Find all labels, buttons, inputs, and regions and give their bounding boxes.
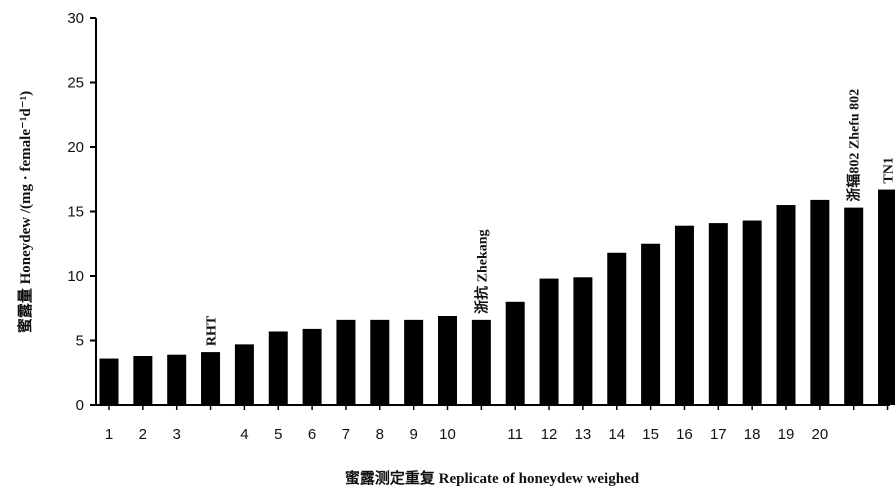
x-tick-label: 8 [376, 426, 384, 443]
y-tick-label: 5 [76, 333, 84, 350]
x-tick-label: 18 [744, 426, 761, 443]
y-tick-label: 10 [67, 268, 84, 285]
bar [133, 355, 153, 405]
x-tick-label: 7 [342, 426, 350, 443]
bar [674, 225, 694, 405]
bar [370, 319, 390, 405]
bar [844, 207, 864, 405]
bar [302, 328, 322, 405]
bar [234, 344, 254, 405]
bar [573, 277, 593, 405]
y-tick-label: 25 [67, 75, 84, 92]
bar [404, 319, 424, 405]
x-tick-label: 5 [274, 426, 282, 443]
bar-annotation: TN1 [882, 157, 895, 183]
bar-annotation: RHT [205, 315, 220, 346]
y-tick-label: 20 [67, 139, 84, 156]
bar [878, 189, 895, 405]
x-tick-label: 16 [676, 426, 693, 443]
bar [471, 319, 491, 405]
x-axis-ticks: 1 2 3 4 5 6 7 8 9 10 11 12 13 14 15 16 17 18 19 20 [105, 405, 889, 443]
bar-annotations: RHT 浙抗 Zhekang 浙辐802 Zhefu 802 TN1 [205, 89, 895, 346]
bar [810, 199, 830, 405]
bar-annotation: 浙抗 Zhekang [473, 229, 490, 313]
bar [336, 319, 356, 405]
y-tick-label: 0 [76, 397, 84, 414]
x-tick-label: 1 [105, 426, 113, 443]
bar [641, 243, 661, 405]
x-tick-label: 2 [139, 426, 147, 443]
bar [438, 315, 457, 405]
bar-annotation: 浙辐802 Zhefu 802 [846, 89, 863, 202]
bar [776, 205, 796, 405]
bar [742, 220, 762, 405]
x-tick-label: 17 [710, 426, 727, 443]
bar [539, 278, 559, 405]
x-tick-label: 13 [575, 426, 592, 443]
y-tick-label: 15 [67, 204, 84, 221]
bar [607, 252, 627, 405]
x-tick-label: 12 [541, 426, 558, 443]
x-tick-label: 14 [608, 426, 625, 443]
x-tick-label: 11 [507, 426, 523, 443]
bar [99, 358, 119, 405]
y-axis-title: 蜜露量 Honeydew /(mg · female⁻¹d⁻¹) [16, 91, 34, 333]
y-axis-ticks: 0 5 10 15 20 25 30 [67, 10, 96, 414]
x-tick-label: 6 [308, 426, 316, 443]
bar [505, 301, 525, 405]
x-tick-label: 4 [240, 426, 248, 443]
x-tick-label: 9 [409, 426, 417, 443]
y-tick-label: 30 [67, 10, 84, 27]
x-tick-label: 19 [778, 426, 795, 443]
x-tick-label: 3 [173, 426, 181, 443]
x-axis-title: 蜜露测定重复 Replicate of honeydew weighed [345, 469, 640, 487]
x-tick-label: 10 [439, 426, 456, 443]
x-tick-label: 20 [812, 426, 829, 443]
bar [167, 354, 187, 405]
bar [708, 223, 728, 405]
bars [99, 189, 895, 405]
x-tick-label: 15 [642, 426, 659, 443]
bar [268, 331, 288, 405]
bar [201, 352, 221, 405]
